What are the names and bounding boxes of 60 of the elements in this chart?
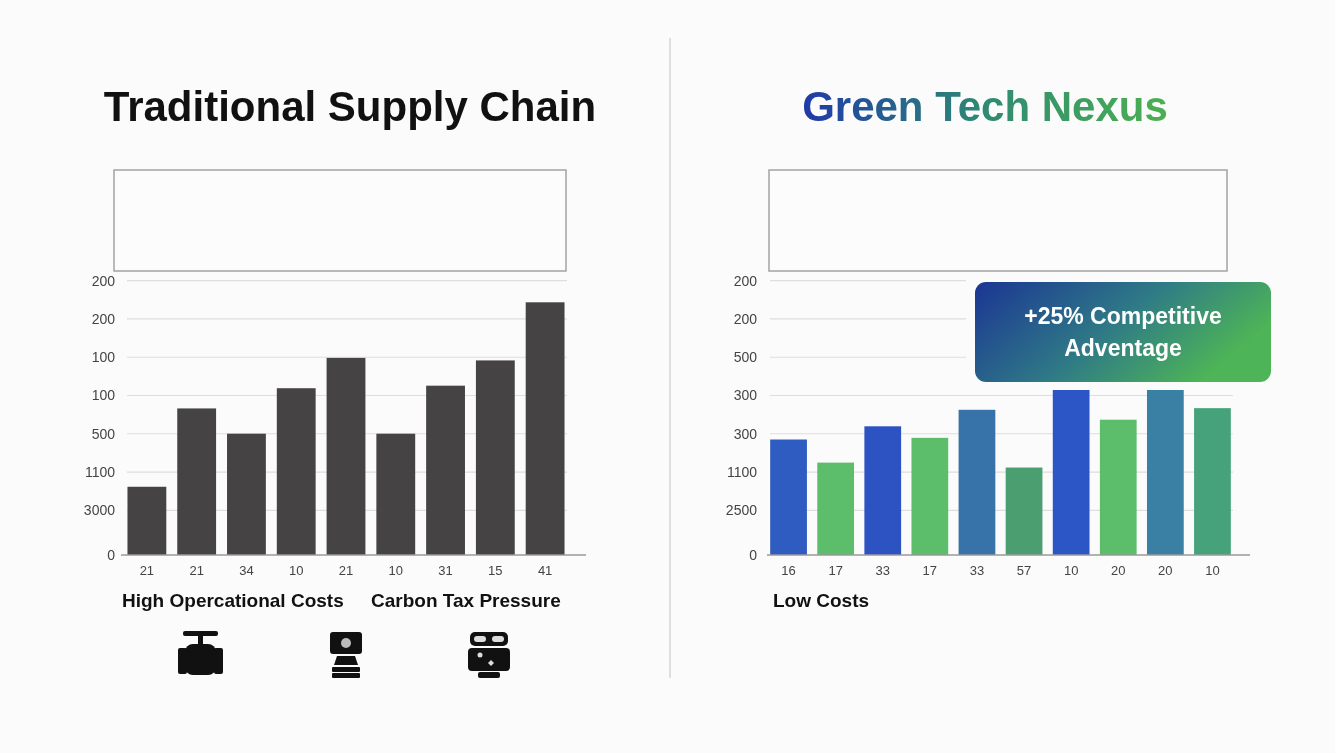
x-tick-label: 31 — [438, 563, 453, 578]
x-tick-label: 20 — [1111, 563, 1126, 578]
bar — [911, 437, 949, 555]
bar — [127, 486, 167, 555]
bar — [864, 426, 902, 555]
text: 0 — [749, 546, 758, 563]
text: 200 — [91, 310, 116, 327]
chart-title: Green Tech Nexus — [802, 83, 1168, 130]
x-tick-label: 17 — [922, 563, 938, 578]
x-tick-label: 33 — [875, 563, 890, 578]
text: 200 — [91, 272, 116, 289]
x-tick-label: 20 — [1158, 563, 1173, 578]
text: 200 — [733, 310, 758, 327]
text: 1100 — [84, 463, 116, 480]
text: 500 — [733, 349, 758, 366]
bar — [1099, 419, 1137, 555]
bar — [817, 462, 855, 555]
bar — [177, 408, 217, 555]
text: 0 — [107, 546, 116, 563]
text: 300 — [733, 387, 758, 404]
bar — [1146, 390, 1184, 555]
bar — [1005, 467, 1043, 555]
x-tick-label: 10 — [388, 563, 404, 578]
text: 3000 — [83, 502, 116, 519]
bar — [475, 360, 515, 555]
text: 500 — [91, 425, 116, 442]
bar — [525, 302, 565, 555]
text: Carbon Tax Pressure — [371, 590, 561, 611]
text: 100 — [91, 387, 116, 404]
bar — [770, 439, 807, 555]
x-tick-label: 41 — [537, 563, 553, 578]
x-tick-label: 21 — [139, 563, 155, 578]
bar — [376, 433, 416, 555]
x-tick-label: 21 — [189, 563, 204, 578]
x-tick-label: 57 — [1016, 563, 1032, 578]
x-tick-label: 17 — [828, 563, 843, 578]
x-tick-label: 16 — [781, 563, 796, 578]
text: 200 — [733, 272, 758, 289]
bar — [276, 388, 316, 555]
text: 2500 — [725, 502, 758, 519]
x-tick-label: 34 — [239, 563, 254, 578]
text: 300 — [733, 425, 758, 442]
x-tick-label: 33 — [969, 563, 985, 578]
chart-title: Traditional Supply Chain — [103, 83, 597, 130]
bar — [1194, 408, 1231, 555]
bar — [426, 385, 465, 555]
text: Low Costs — [773, 590, 870, 611]
x-tick-label: 21 — [338, 563, 354, 578]
bar — [227, 433, 266, 555]
x-tick-label: 15 — [488, 563, 503, 578]
text: 1100 — [726, 463, 758, 480]
x-tick-label: 10 — [1205, 563, 1220, 578]
x-tick-label: 10 — [1063, 563, 1079, 578]
bar — [326, 357, 366, 555]
text: +25% Competitive Adventage — [1024, 303, 1222, 362]
bar — [958, 409, 996, 555]
text: High Opercational Costs — [122, 590, 344, 611]
x-tick-label: 10 — [288, 563, 304, 578]
bar — [1052, 390, 1090, 555]
text: 100 — [91, 349, 116, 366]
